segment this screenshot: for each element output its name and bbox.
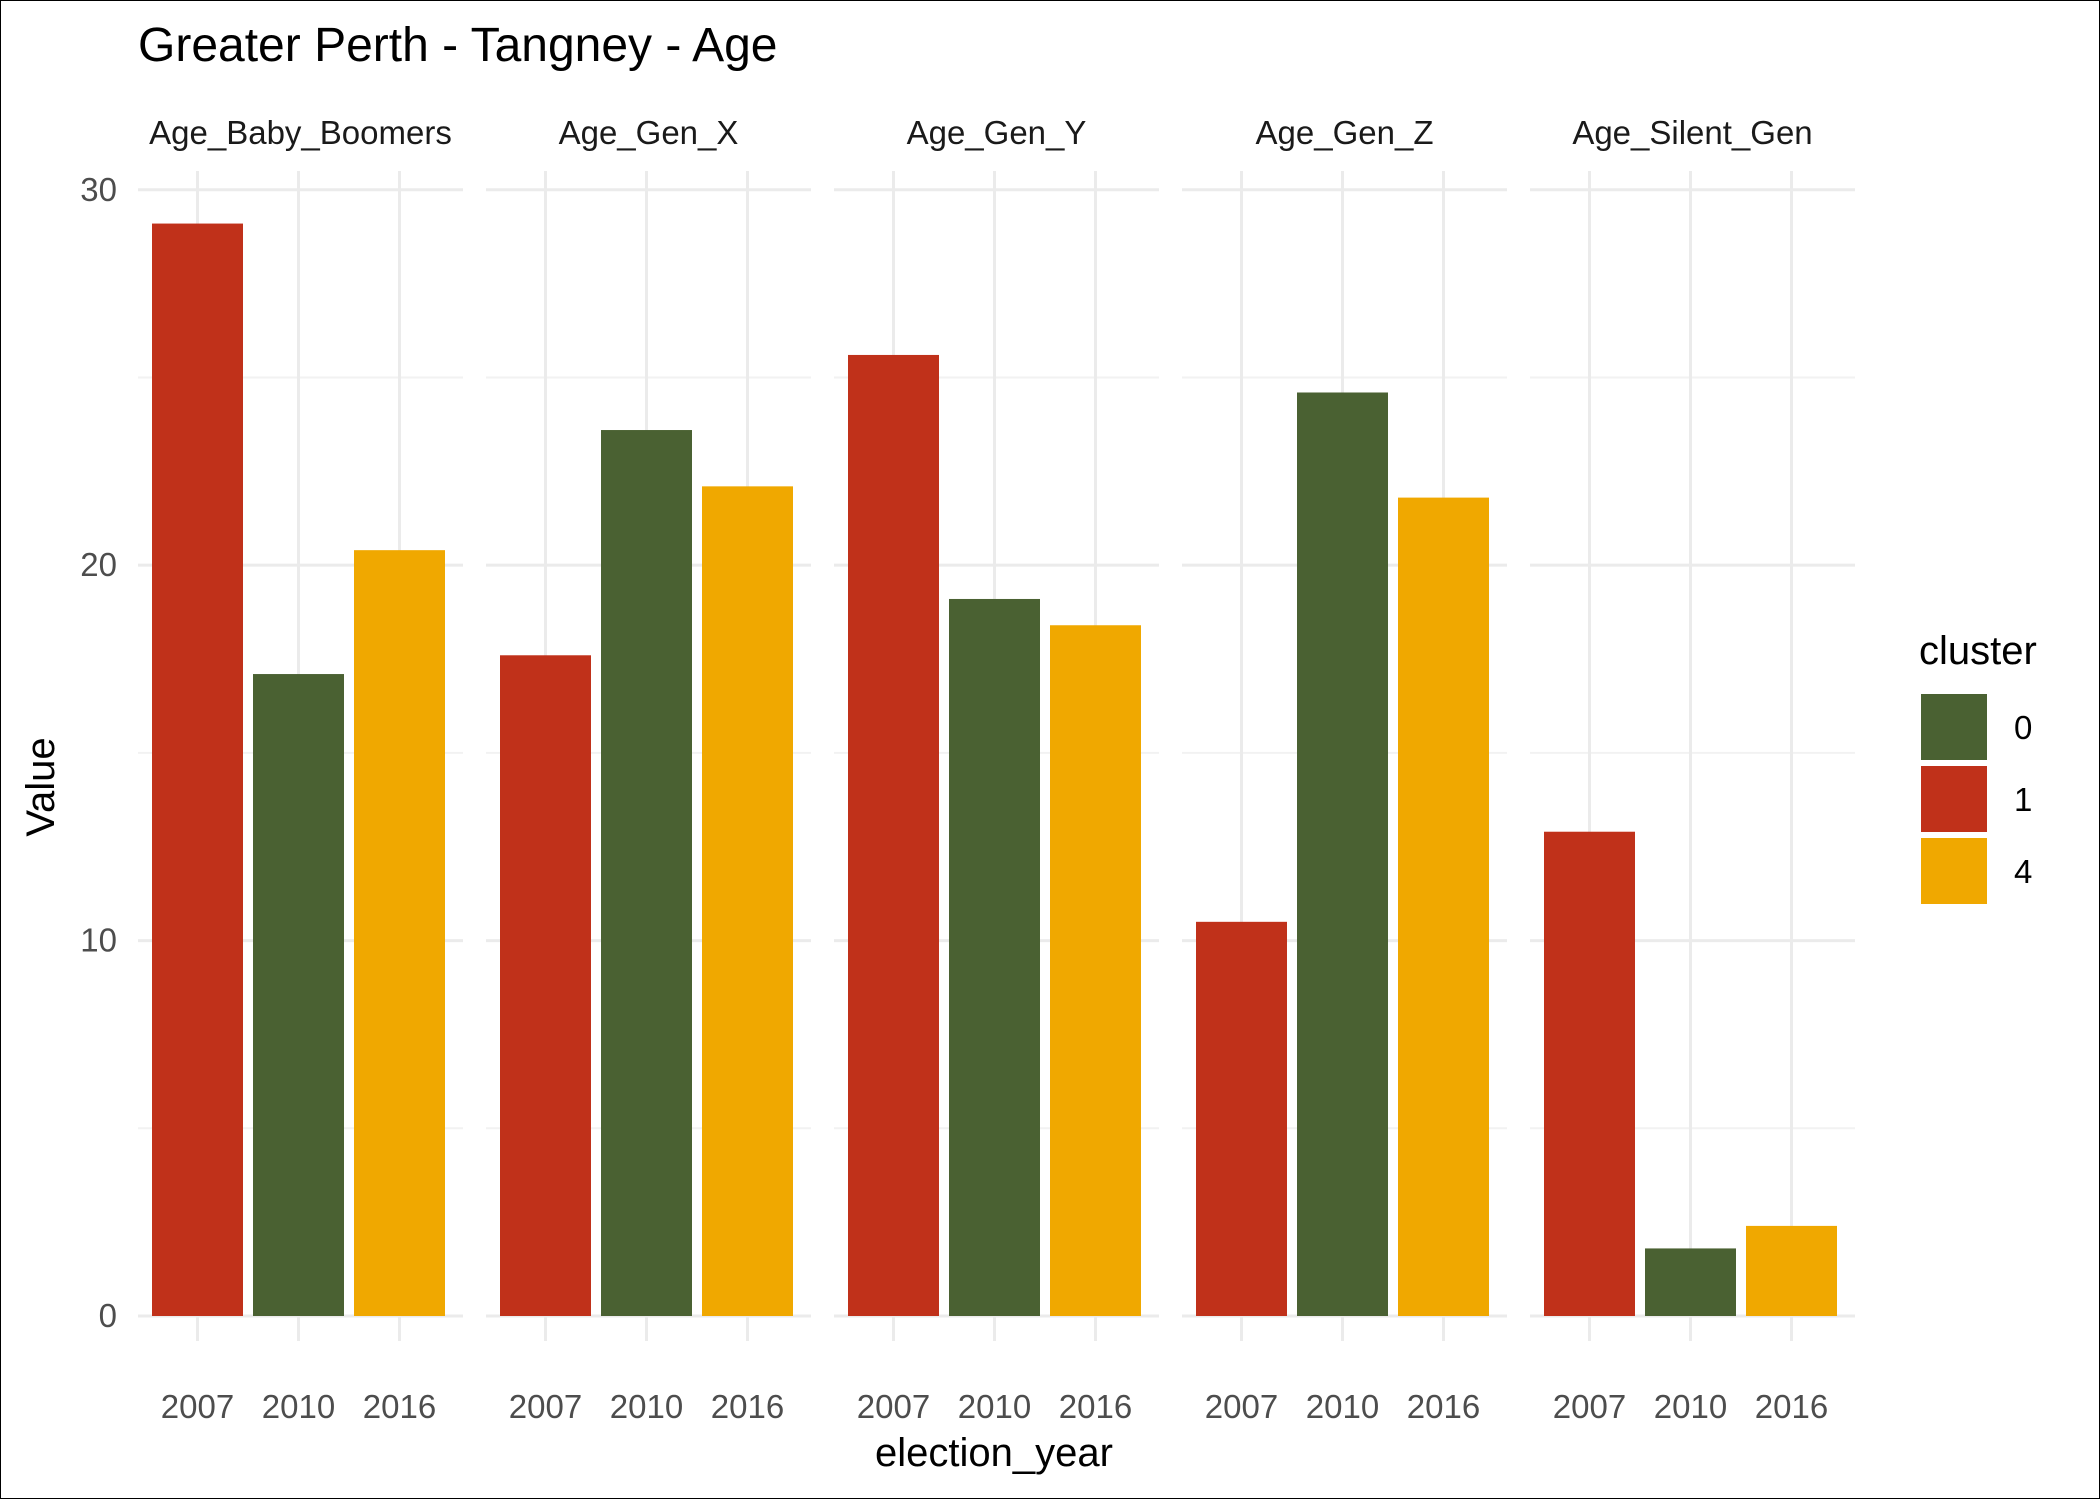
bar bbox=[949, 598, 1040, 1316]
x-tick-label: 2010 bbox=[262, 1388, 335, 1425]
chart-title: Greater Perth - Tangney - Age bbox=[138, 19, 777, 72]
legend-swatch bbox=[1921, 694, 1987, 760]
facet-panel: Age_Gen_X 2007 2010 2016 bbox=[486, 114, 811, 1425]
x-axis-title: election_year bbox=[875, 1431, 1113, 1475]
x-tick-label: 2007 bbox=[857, 1388, 930, 1425]
bar bbox=[1645, 1248, 1736, 1316]
facet-strip-label: Age_Baby_Boomers bbox=[149, 114, 452, 151]
legend-label: 0 bbox=[2014, 709, 2032, 746]
bar bbox=[354, 550, 445, 1316]
facet-panel: Age_Silent_Gen 2007 2010 2016 bbox=[1530, 114, 1855, 1425]
x-tick-label: 2010 bbox=[1654, 1388, 1727, 1425]
y-tick-label: 20 bbox=[80, 546, 117, 583]
y-axis-ticks: 0 10 20 30 bbox=[80, 171, 117, 1334]
facet-panel: Age_Gen_Y 2007 2010 2016 bbox=[834, 114, 1159, 1425]
x-tick-label: 2016 bbox=[1755, 1388, 1828, 1425]
bar bbox=[152, 223, 243, 1316]
facet-strip-label: Age_Gen_X bbox=[559, 114, 739, 151]
x-tick-label: 2016 bbox=[363, 1388, 436, 1425]
legend-swatch bbox=[1921, 838, 1987, 904]
bar bbox=[601, 430, 692, 1316]
x-tick-label: 2010 bbox=[1306, 1388, 1379, 1425]
x-tick-label: 2007 bbox=[509, 1388, 582, 1425]
y-tick-label: 30 bbox=[80, 171, 117, 208]
facet-panels: Age_Baby_Boomers 2007 2010 2016 Age_Gen_X 200… bbox=[138, 114, 1855, 1425]
facet-panel: Age_Baby_Boomers 2007 2010 2016 bbox=[138, 114, 463, 1425]
x-tick-label: 2007 bbox=[161, 1388, 234, 1425]
bar bbox=[1196, 921, 1287, 1316]
x-tick-label: 2007 bbox=[1553, 1388, 1626, 1425]
y-tick-label: 0 bbox=[99, 1297, 117, 1334]
bar bbox=[1297, 392, 1388, 1316]
bar bbox=[1398, 497, 1489, 1316]
bar bbox=[1050, 625, 1141, 1316]
facet-panel: Age_Gen_Z 2007 2010 2016 bbox=[1182, 114, 1507, 1425]
bar bbox=[1746, 1225, 1837, 1316]
bar bbox=[702, 486, 793, 1317]
bar bbox=[848, 354, 939, 1316]
x-tick-label: 2010 bbox=[610, 1388, 683, 1425]
bar bbox=[1544, 831, 1635, 1316]
legend: cluster 0 1 4 bbox=[1919, 629, 2037, 904]
legend-swatch bbox=[1921, 766, 1987, 832]
x-tick-label: 2016 bbox=[1407, 1388, 1480, 1425]
facet-strip-label: Age_Gen_Z bbox=[1256, 114, 1434, 151]
facet-strip-label: Age_Gen_Y bbox=[907, 114, 1087, 151]
bar bbox=[500, 655, 591, 1316]
facet-strip-label: Age_Silent_Gen bbox=[1572, 114, 1812, 151]
x-tick-label: 2016 bbox=[711, 1388, 784, 1425]
legend-title: cluster bbox=[1919, 629, 2037, 673]
y-axis-title: Value bbox=[19, 737, 63, 836]
legend-label: 1 bbox=[2014, 781, 2032, 818]
x-tick-label: 2007 bbox=[1205, 1388, 1278, 1425]
y-tick-label: 10 bbox=[80, 922, 117, 959]
x-tick-label: 2016 bbox=[1059, 1388, 1132, 1425]
bar bbox=[253, 674, 344, 1316]
legend-label: 4 bbox=[2014, 853, 2032, 890]
x-tick-label: 2010 bbox=[958, 1388, 1031, 1425]
